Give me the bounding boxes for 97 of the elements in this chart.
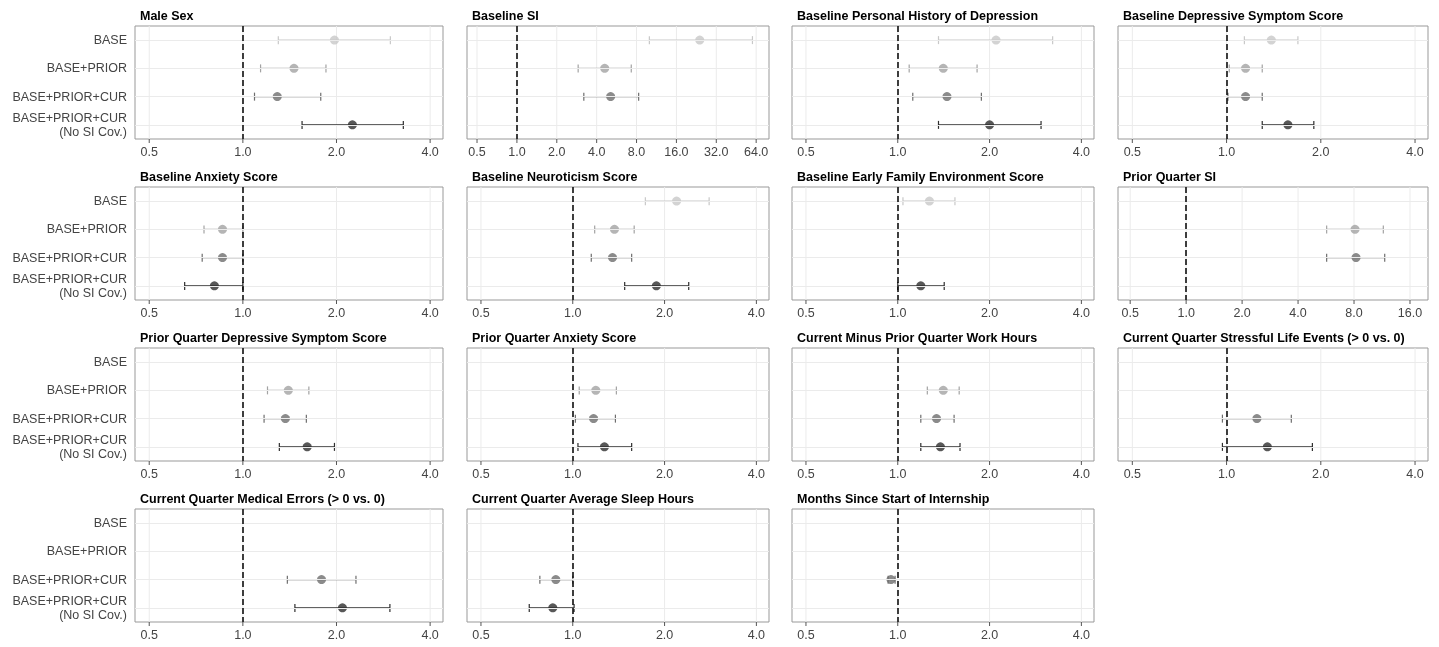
x-tick-label: 1.0 [564, 466, 582, 481]
x-tick-label: 0.5 [472, 627, 490, 642]
x-tick-label: 1.0 [889, 627, 907, 642]
x-tick-label: 1.0 [889, 466, 907, 481]
x-tick-label: 4.0 [747, 305, 766, 320]
x-tick-label: 2.0 [655, 466, 674, 481]
x-tick-label: 2.0 [980, 144, 999, 159]
x-tick-label: 64.0 [743, 144, 769, 159]
x-tick-label: 0.5 [1123, 466, 1142, 481]
x-tick-label: 1.0 [564, 627, 582, 642]
x-tick-label: 2.0 [655, 305, 674, 320]
chart-title: Male Sex [140, 8, 194, 23]
x-tick-label: 4.0 [1289, 305, 1307, 320]
x-tick-label: 1.0 [1217, 144, 1236, 159]
y-tick-label: BASE+PRIOR+CUR (No SI Cov.) [12, 593, 127, 622]
x-tick-label: 4.0 [1072, 144, 1091, 159]
chart-title: Baseline Neuroticism Score [472, 169, 638, 184]
chart-title: Current Quarter Stressful Life Events (> 0 vs. 0) [1123, 330, 1405, 345]
y-tick-label: BASE+PRIOR+CUR [12, 89, 127, 104]
y-tick-label: BASE [93, 516, 127, 531]
y-tick-label: BASE+PRIOR [46, 61, 127, 76]
chart-title: Prior Quarter Anxiety Score [472, 330, 637, 345]
chart-title: Current Quarter Average Sleep Hours [472, 491, 695, 506]
x-tick-label: 4.0 [1406, 144, 1424, 159]
x-tick-label: 1.0 [1217, 466, 1236, 481]
y-tick-label: BASE+PRIOR [46, 383, 127, 398]
x-tick-label: 16.0 [1397, 305, 1423, 320]
x-tick-label: 4.0 [421, 627, 439, 642]
x-tick-label: 0.5 [1121, 305, 1139, 320]
x-tick-label: 4.0 [1072, 627, 1091, 642]
x-tick-label: 2.0 [1312, 466, 1330, 481]
y-tick-label: BASE+PRIOR+CUR [12, 572, 127, 587]
x-tick-label: 4.0 [421, 466, 439, 481]
x-tick-label: 8.0 [1345, 305, 1363, 320]
chart-title: Baseline Personal History of Depression [797, 8, 1039, 23]
x-tick-label: 1.0 [1177, 305, 1195, 320]
x-tick-label: 2.0 [327, 305, 346, 320]
chart-title: Baseline Early Family Environment Score [797, 169, 1044, 184]
x-tick-label: 1.0 [889, 305, 907, 320]
x-tick-label: 2.0 [980, 466, 999, 481]
chart-title: Current Quarter Medical Errors (> 0 vs. 0) [140, 491, 385, 506]
y-tick-label: BASE [93, 355, 127, 370]
y-tick-label: BASE [93, 194, 127, 209]
chart-title: Baseline Depressive Symptom Score [1123, 8, 1344, 23]
x-tick-label: 4.0 [421, 144, 439, 159]
x-tick-label: 2.0 [327, 466, 346, 481]
x-tick-label: 1.0 [234, 627, 252, 642]
x-tick-label: 2.0 [327, 144, 346, 159]
x-tick-label: 4.0 [747, 466, 766, 481]
chart-title: Prior Quarter SI [1123, 169, 1217, 184]
x-tick-label: 1.0 [508, 144, 526, 159]
x-tick-label: 16.0 [664, 144, 689, 159]
x-tick-label: 2.0 [980, 627, 999, 642]
x-tick-label: 0.5 [797, 305, 815, 320]
y-tick-label: BASE+PRIOR+CUR (No SI Cov.) [12, 271, 127, 300]
x-tick-label: 4.0 [587, 144, 606, 159]
x-tick-label: 2.0 [1233, 305, 1251, 320]
y-tick-label: BASE+PRIOR+CUR (No SI Cov.) [12, 432, 127, 461]
x-tick-label: 1.0 [234, 305, 252, 320]
x-tick-label: 1.0 [234, 144, 252, 159]
x-tick-label: 4.0 [1072, 305, 1091, 320]
y-tick-label: BASE+PRIOR [46, 222, 127, 237]
x-tick-label: 2.0 [1312, 144, 1330, 159]
y-tick-label: BASE+PRIOR+CUR (No SI Cov.) [12, 110, 127, 139]
x-tick-label: 0.5 [140, 627, 158, 642]
chart-title: Months Since Start of Internship [797, 491, 990, 506]
x-tick-label: 0.5 [797, 627, 815, 642]
x-tick-label: 2.0 [327, 627, 346, 642]
y-tick-label: BASE+PRIOR [46, 544, 127, 559]
chart-title: Baseline Anxiety Score [140, 169, 278, 184]
x-tick-label: 0.5 [140, 466, 158, 481]
x-tick-label: 0.5 [468, 144, 486, 159]
x-tick-label: 0.5 [472, 305, 490, 320]
x-tick-label: 4.0 [1072, 466, 1091, 481]
x-tick-label: 4.0 [747, 627, 766, 642]
x-tick-label: 2.0 [980, 305, 999, 320]
y-tick-label: BASE [93, 33, 127, 48]
x-tick-label: 1.0 [889, 144, 907, 159]
x-tick-label: 0.5 [472, 466, 490, 481]
x-tick-label: 0.5 [797, 466, 815, 481]
x-tick-label: 8.0 [627, 144, 646, 159]
x-tick-label: 32.0 [704, 144, 729, 159]
x-tick-label: 0.5 [797, 144, 815, 159]
x-tick-label: 1.0 [564, 305, 582, 320]
y-tick-label: BASE+PRIOR+CUR [12, 250, 127, 265]
x-tick-label: 0.5 [140, 305, 158, 320]
chart-title: Prior Quarter Depressive Symptom Score [140, 330, 387, 345]
x-tick-label: 2.0 [548, 144, 566, 159]
x-tick-label: 0.5 [140, 144, 158, 159]
x-tick-label: 2.0 [655, 627, 674, 642]
chart-title: Baseline SI [472, 8, 539, 23]
x-tick-label: 4.0 [421, 305, 439, 320]
y-tick-label: BASE+PRIOR+CUR [12, 411, 127, 426]
x-tick-label: 1.0 [234, 466, 252, 481]
chart-title: Current Minus Prior Quarter Work Hours [797, 330, 1038, 345]
x-tick-label: 0.5 [1123, 144, 1142, 159]
x-tick-label: 4.0 [1406, 466, 1424, 481]
